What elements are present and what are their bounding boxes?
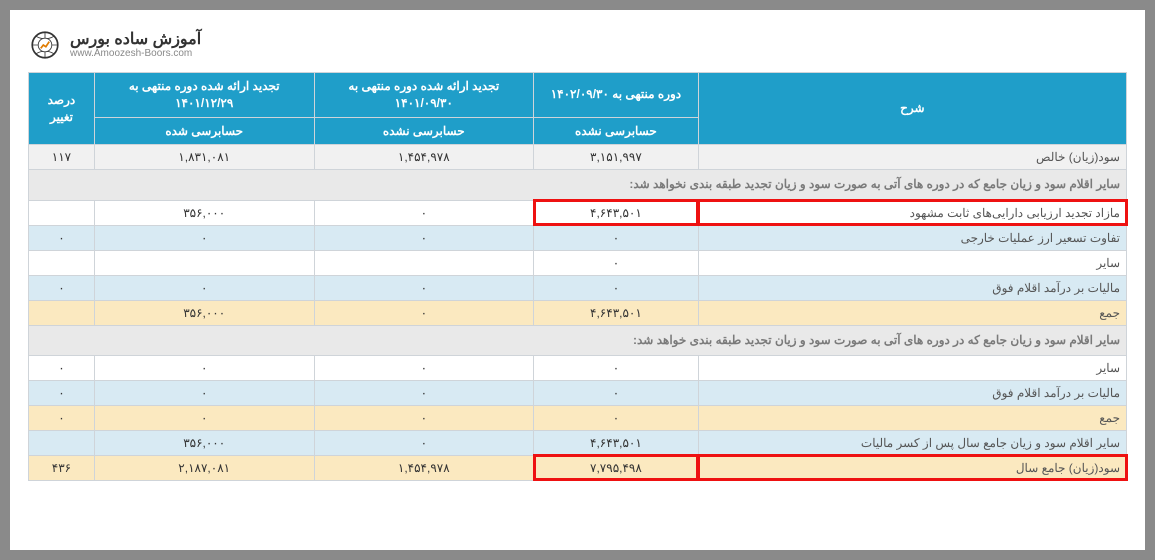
cell-desc: مالیات بر درآمد اقلام فوق — [698, 380, 1126, 405]
outer-frame: آموزش ساده بورس www.Amoozesh-Boors.com ش… — [0, 0, 1155, 560]
cell-restated1: ۰ — [314, 355, 534, 380]
cell-restated1: ۱,۴۵۴,۹۷۸ — [314, 455, 534, 480]
cell-restated1: ۰ — [314, 200, 534, 225]
cell-period: ۰ — [534, 275, 699, 300]
cell-restated1 — [314, 250, 534, 275]
cell-restated1: ۰ — [314, 405, 534, 430]
cell-restated1: ۱,۴۵۴,۹۷۸ — [314, 145, 534, 170]
cell-restated2: ۳۵۶,۰۰۰ — [94, 200, 314, 225]
cell-pct — [29, 250, 95, 275]
cell-restated2: ۰ — [94, 405, 314, 430]
table-row: مالیات بر درآمد اقلام فوق۰۰۰۰ — [29, 275, 1127, 300]
cell-period: ۴,۶۴۳,۵۰۱ — [534, 300, 699, 325]
table-row: سود(زیان) خالص۳,۱۵۱,۹۹۷۱,۴۵۴,۹۷۸۱,۸۳۱,۰۸… — [29, 145, 1127, 170]
table-row: مالیات بر درآمد اقلام فوق۰۰۰۰ — [29, 380, 1127, 405]
table-row: سود(زیان) جامع سال۷,۷۹۵,۴۹۸۱,۴۵۴,۹۷۸۲,۱۸… — [29, 455, 1127, 480]
cell-restated1: ۰ — [314, 430, 534, 455]
cell-pct — [29, 430, 95, 455]
cell-desc: جمع — [698, 300, 1126, 325]
th-sub-period: حسابرسی نشده — [534, 117, 699, 145]
cell-desc: سایر — [698, 355, 1126, 380]
cell-restated2: ۳۵۶,۰۰۰ — [94, 430, 314, 455]
table-row: جمع۴,۶۴۳,۵۰۱۰۳۵۶,۰۰۰ — [29, 300, 1127, 325]
logo-title: آموزش ساده بورس — [70, 31, 201, 49]
table-row: سایر اقلام سود و زیان جامع که در دوره ها… — [29, 170, 1127, 200]
th-desc: شرح — [698, 73, 1126, 145]
cell-restated1: ۰ — [314, 380, 534, 405]
table-row: سایر۰۰۰۰ — [29, 355, 1127, 380]
table-body: سود(زیان) خالص۳,۱۵۱,۹۹۷۱,۴۵۴,۹۷۸۱,۸۳۱,۰۸… — [29, 145, 1127, 480]
table-row: سایر اقلام سود و زیان جامع که در دوره ها… — [29, 325, 1127, 355]
cell-restated1: ۰ — [314, 300, 534, 325]
cell-pct — [29, 300, 95, 325]
th-restated2: تجدید ارائه شده دوره منتهی به ۱۴۰۱/۱۲/۲۹ — [94, 73, 314, 118]
cell-desc: سایر اقلام سود و زیان جامع سال پس از کسر… — [698, 430, 1126, 455]
cell-desc: مالیات بر درآمد اقلام فوق — [698, 275, 1126, 300]
cell-desc: سایر — [698, 250, 1126, 275]
cell-pct: ۰ — [29, 355, 95, 380]
th-pct: درصد تغییر — [29, 73, 95, 145]
cell-desc: سود(زیان) جامع سال — [698, 455, 1126, 480]
cell-period: ۴,۶۴۳,۵۰۱ — [534, 430, 699, 455]
cell-desc: سود(زیان) خالص — [698, 145, 1126, 170]
table-row: جمع۰۰۰۰ — [29, 405, 1127, 430]
cell-desc: تفاوت تسعیر ارز عملیات خارجی — [698, 225, 1126, 250]
logo-subtitle: www.Amoozesh-Boors.com — [70, 48, 201, 59]
cell-restated2: ۲,۱۸۷,۰۸۱ — [94, 455, 314, 480]
table-row: سایر۰ — [29, 250, 1127, 275]
table-row: تفاوت تسعیر ارز عملیات خارجی۰۰۰۰ — [29, 225, 1127, 250]
cell-restated2: ۰ — [94, 380, 314, 405]
cell-restated2: ۰ — [94, 275, 314, 300]
cell-period: ۰ — [534, 355, 699, 380]
cell-pct: ۴۳۶ — [29, 455, 95, 480]
th-period: دوره منتهی به ۱۴۰۲/۰۹/۳۰ — [534, 73, 699, 118]
cell-desc: جمع — [698, 405, 1126, 430]
section-heading: سایر اقلام سود و زیان جامع که در دوره ها… — [29, 325, 1127, 355]
table-row: سایر اقلام سود و زیان جامع سال پس از کسر… — [29, 430, 1127, 455]
table-row: مازاد تجدید ارزیابی دارایی‌های ثابت مشهو… — [29, 200, 1127, 225]
cell-restated2: ۳۵۶,۰۰۰ — [94, 300, 314, 325]
cell-restated1: ۰ — [314, 225, 534, 250]
cell-period: ۰ — [534, 405, 699, 430]
cell-restated1: ۰ — [314, 275, 534, 300]
cell-period: ۰ — [534, 380, 699, 405]
cell-restated2: ۱,۸۳۱,۰۸۱ — [94, 145, 314, 170]
logo-text: آموزش ساده بورس www.Amoozesh-Boors.com — [70, 31, 201, 60]
table-head: شرح دوره منتهی به ۱۴۰۲/۰۹/۳۰ تجدید ارائه… — [29, 73, 1127, 145]
cell-pct: ۰ — [29, 275, 95, 300]
cell-restated2 — [94, 250, 314, 275]
cell-pct — [29, 200, 95, 225]
cell-restated2: ۰ — [94, 355, 314, 380]
cell-period: ۰ — [534, 250, 699, 275]
section-heading: سایر اقلام سود و زیان جامع که در دوره ها… — [29, 170, 1127, 200]
cell-pct: ۰ — [29, 225, 95, 250]
globe-chart-icon — [28, 28, 62, 62]
cell-pct: ۰ — [29, 380, 95, 405]
th-sub-r2: حسابرسی شده — [94, 117, 314, 145]
cell-desc: مازاد تجدید ارزیابی دارایی‌های ثابت مشهو… — [698, 200, 1126, 225]
logo: آموزش ساده بورس www.Amoozesh-Boors.com — [28, 28, 201, 62]
cell-period: ۷,۷۹۵,۴۹۸ — [534, 455, 699, 480]
cell-pct: ۱۱۷ — [29, 145, 95, 170]
page: آموزش ساده بورس www.Amoozesh-Boors.com ش… — [10, 10, 1145, 550]
th-sub-r1: حسابرسی نشده — [314, 117, 534, 145]
cell-period: ۰ — [534, 225, 699, 250]
cell-period: ۴,۶۴۳,۵۰۱ — [534, 200, 699, 225]
cell-restated2: ۰ — [94, 225, 314, 250]
cell-pct: ۰ — [29, 405, 95, 430]
th-restated1: تجدید ارائه شده دوره منتهی به ۱۴۰۱/۰۹/۳۰ — [314, 73, 534, 118]
financial-table: شرح دوره منتهی به ۱۴۰۲/۰۹/۳۰ تجدید ارائه… — [28, 72, 1127, 481]
cell-period: ۳,۱۵۱,۹۹۷ — [534, 145, 699, 170]
